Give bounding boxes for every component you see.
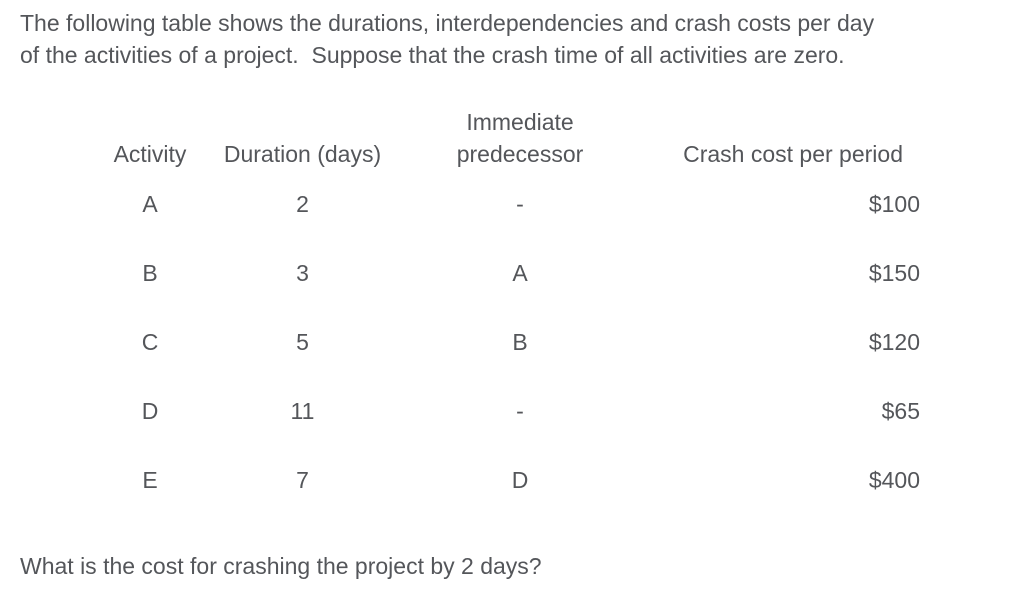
cell-duration: 5 bbox=[296, 329, 309, 355]
cell-crash-cost: $100 bbox=[868, 191, 920, 217]
cell-crash-cost: $120 bbox=[868, 329, 920, 355]
table-header-row: Activity Duration (days) Immediate prede… bbox=[85, 98, 925, 170]
cell-duration: 11 bbox=[290, 398, 315, 424]
cell-crash-cost: $400 bbox=[868, 467, 920, 493]
intro-line-1: The following table shows the durations,… bbox=[20, 10, 875, 36]
cell-duration: 7 bbox=[296, 467, 309, 493]
header-activity: Activity bbox=[113, 141, 187, 167]
table-row-activity-d: D 11 - $65 bbox=[85, 377, 925, 446]
cell-activity: D bbox=[141, 398, 159, 424]
cell-predecessor: D bbox=[511, 467, 529, 493]
cell-predecessor: A bbox=[512, 260, 528, 286]
cell-duration: 2 bbox=[296, 191, 309, 217]
cell-activity: B bbox=[142, 260, 158, 286]
cell-crash-cost: $150 bbox=[868, 260, 920, 286]
table-row-activity-e: E 7 D $400 bbox=[85, 446, 925, 515]
table-row-activity-b: B 3 A $150 bbox=[85, 239, 925, 308]
table-row-activity-c: C 5 B $120 bbox=[85, 308, 925, 377]
cell-predecessor: - bbox=[516, 191, 524, 217]
cell-predecessor: B bbox=[512, 329, 528, 355]
cell-predecessor: - bbox=[516, 398, 524, 424]
question-text: What is the cost for crashing the projec… bbox=[20, 553, 542, 579]
table-row-activity-a: A 2 - $100 bbox=[85, 170, 925, 239]
cell-activity: C bbox=[141, 329, 159, 355]
cell-duration: 3 bbox=[296, 260, 309, 286]
activity-crash-table: Activity Duration (days) Immediate prede… bbox=[85, 98, 925, 515]
cell-crash-cost: $65 bbox=[881, 398, 920, 424]
header-immediate-predecessor-line2: predecessor bbox=[456, 141, 584, 167]
cell-activity: A bbox=[142, 191, 158, 217]
cell-activity: E bbox=[142, 467, 158, 493]
intro-paragraph: The following table shows the durations,… bbox=[20, 7, 1015, 71]
header-crash-cost: Crash cost per period bbox=[683, 141, 903, 167]
header-immediate-predecessor-line1: Immediate bbox=[466, 109, 574, 135]
header-immediate-predecessor: Immediate predecessor bbox=[390, 106, 650, 170]
header-duration: Duration (days) bbox=[223, 141, 382, 167]
intro-line-2: of the activities of a project. Suppose … bbox=[20, 42, 845, 68]
